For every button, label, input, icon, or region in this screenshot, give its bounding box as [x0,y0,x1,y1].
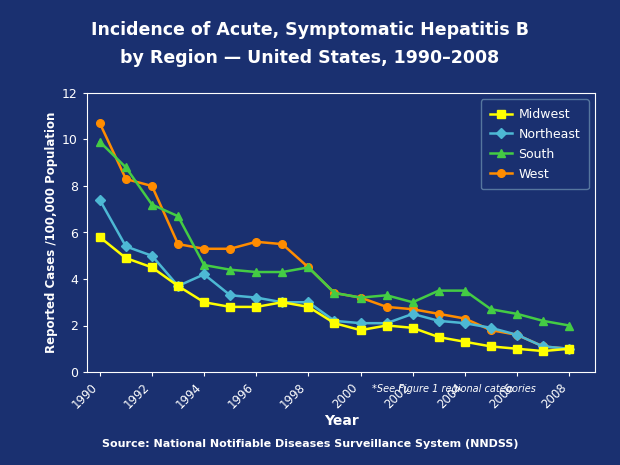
Y-axis label: Reported Cases /100,000 Population: Reported Cases /100,000 Population [45,112,58,353]
Text: by Region — United States, 1990–2008: by Region — United States, 1990–2008 [120,49,500,67]
Legend: Midwest, Northeast, South, West: Midwest, Northeast, South, West [481,99,589,189]
Text: *See Figure 1 regional categories: *See Figure 1 regional categories [372,384,536,394]
X-axis label: Year: Year [324,414,358,428]
Text: Source: National Notifiable Diseases Surveillance System (NNDSS): Source: National Notifiable Diseases Sur… [102,438,518,449]
Text: Incidence of Acute, Symptomatic Hepatitis B: Incidence of Acute, Symptomatic Hepatiti… [91,21,529,39]
